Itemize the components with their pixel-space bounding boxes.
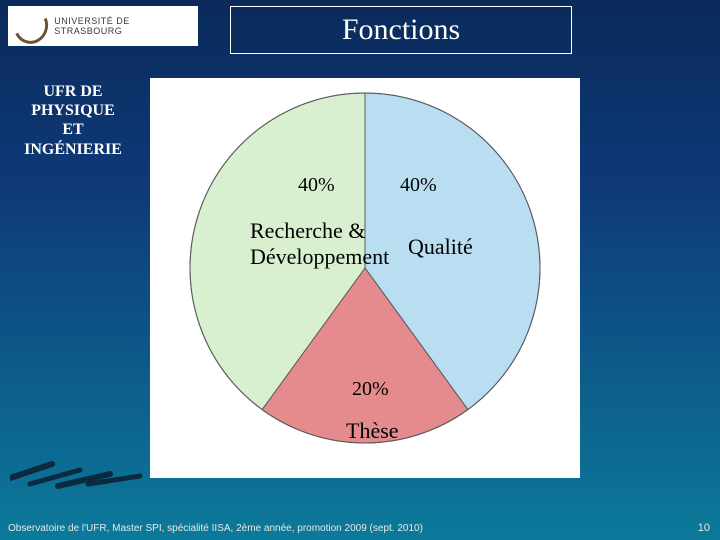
subtitle-line: PHYSIQUE [31, 102, 115, 119]
department-subtitle: UFR DE PHYSIQUE ET INGÉNIERIE [8, 82, 138, 159]
logo-text: UNIVERSITÉ DE STRASBOURG [54, 16, 192, 36]
subtitle-line: INGÉNIERIE [24, 141, 122, 158]
pie-percent-label: 20% [352, 378, 389, 401]
slide-root: UNIVERSITÉ DE STRASBOURG Fonctions UFR D… [0, 0, 720, 540]
footer-text: Observatoire de l'UFR, Master SPI, spéci… [8, 523, 423, 534]
page-title: Fonctions [342, 13, 460, 47]
university-logo: UNIVERSITÉ DE STRASBOURG [8, 6, 198, 46]
pie-chart-container: 40% Recherche &Développement 40% Qualité 20%… [150, 78, 580, 478]
pie-percent-label: 40% [298, 174, 335, 197]
subtitle-line: ET [62, 121, 83, 138]
subtitle-line: UFR DE [43, 83, 102, 100]
pie-segment-label: Qualité [408, 234, 473, 260]
pie-segment-label: Recherche &Développement [250, 218, 389, 270]
pie-percent-label: 40% [400, 174, 437, 197]
logo-swirl-icon [9, 3, 53, 49]
pie-segment-label: Thèse [346, 418, 399, 444]
decorative-brush-strokes [10, 460, 150, 490]
title-box: Fonctions [230, 6, 572, 54]
page-number: 10 [698, 522, 710, 534]
